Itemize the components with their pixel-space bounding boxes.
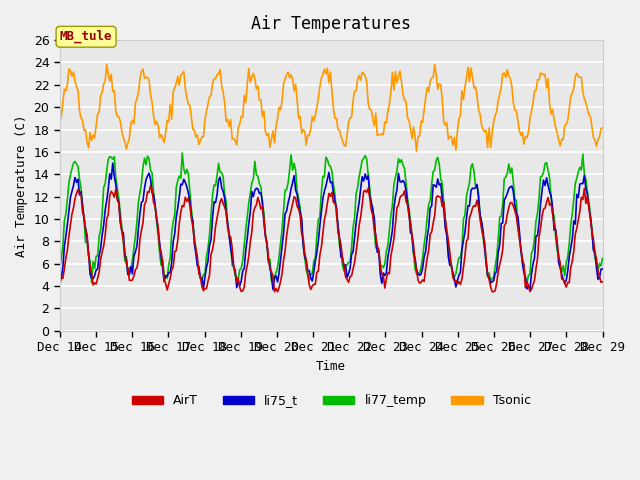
- li75_t: [572, 221, 579, 227]
- li75_t: [296, 209, 304, 215]
- li75_t: [124, 272, 132, 277]
- Line: li77_temp: li77_temp: [60, 153, 602, 283]
- Tsonic: [103, 61, 111, 67]
- AirT: [598, 279, 606, 285]
- li77_temp: [295, 196, 303, 202]
- AirT: [296, 213, 304, 218]
- li77_temp: [572, 180, 579, 186]
- li77_temp: [179, 150, 186, 156]
- Title: Air Temperatures: Air Temperatures: [251, 15, 411, 33]
- AirT: [122, 261, 130, 266]
- li75_t: [56, 273, 64, 278]
- X-axis label: Time: Time: [316, 360, 346, 373]
- li75_t: [237, 278, 245, 284]
- AirT: [271, 289, 278, 295]
- Line: AirT: AirT: [60, 186, 602, 292]
- AirT: [220, 201, 227, 206]
- Line: li75_t: li75_t: [60, 163, 602, 289]
- li75_t: [246, 209, 254, 215]
- li77_temp: [523, 280, 531, 286]
- Tsonic: [237, 113, 245, 119]
- li77_temp: [237, 265, 245, 271]
- li75_t: [109, 160, 116, 166]
- li77_temp: [598, 255, 606, 261]
- li75_t: [220, 188, 227, 194]
- li77_temp: [56, 265, 64, 271]
- li75_t: [598, 266, 606, 272]
- li77_temp: [122, 254, 130, 260]
- Tsonic: [246, 79, 254, 85]
- Tsonic: [295, 116, 303, 121]
- li77_temp: [220, 174, 227, 180]
- AirT: [56, 281, 64, 287]
- li77_temp: [246, 191, 254, 196]
- AirT: [147, 183, 154, 189]
- Line: Tsonic: Tsonic: [60, 64, 602, 151]
- Y-axis label: Air Temperature (C): Air Temperature (C): [15, 114, 28, 257]
- Tsonic: [572, 74, 579, 80]
- li75_t: [269, 287, 277, 292]
- Tsonic: [220, 89, 227, 95]
- AirT: [572, 231, 579, 237]
- AirT: [246, 239, 254, 245]
- Tsonic: [124, 140, 132, 146]
- Tsonic: [56, 118, 64, 123]
- Legend: AirT, li75_t, li77_temp, Tsonic: AirT, li75_t, li77_temp, Tsonic: [127, 389, 536, 412]
- Tsonic: [598, 125, 606, 131]
- AirT: [237, 288, 245, 294]
- Text: MB_tule: MB_tule: [60, 30, 113, 43]
- Tsonic: [413, 148, 420, 154]
